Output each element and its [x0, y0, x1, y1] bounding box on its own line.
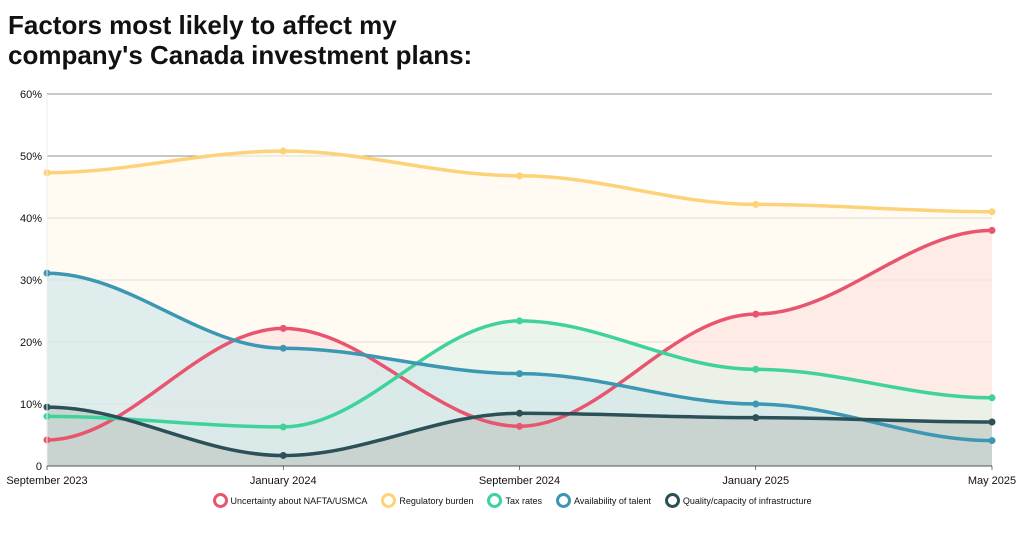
- x-tick-label: January 2024: [250, 475, 317, 487]
- axes: 0 10% 20% 30% 40% 50% 60% September 2023 January…: [6, 89, 1016, 487]
- legend-swatch: [487, 493, 503, 508]
- data-point: [279, 147, 287, 155]
- data-point: [516, 370, 523, 378]
- data-point: [752, 310, 760, 318]
- data-point: [988, 418, 996, 426]
- legend-label: Availability of talent: [574, 495, 651, 506]
- data-point: [279, 344, 287, 352]
- y-tick-label: 30%: [20, 275, 42, 287]
- y-tick-label: 50%: [20, 151, 42, 163]
- x-tick-label: May 2025: [968, 475, 1016, 487]
- legend-swatch: [381, 493, 397, 508]
- line-area-chart: 0 10% 20% 30% 40% 50% 60% September 2023 January…: [6, 89, 1016, 487]
- y-tick-label: 60%: [20, 89, 42, 101]
- legend-label: Regulatory burden: [399, 495, 474, 506]
- data-point: [988, 226, 996, 234]
- data-point: [988, 394, 996, 402]
- legend-item[interactable]: Tax rates: [487, 493, 542, 508]
- y-tick-label: 0: [36, 461, 42, 473]
- legend-item[interactable]: Regulatory burden: [381, 493, 473, 508]
- data-point: [516, 317, 523, 325]
- x-tick-label: January 2025: [722, 475, 789, 487]
- legend: Uncertainty about NAFTA/USMCA Regulatory …: [0, 493, 1024, 508]
- y-tick-label: 40%: [20, 213, 42, 225]
- legend-label: Quality/capacity of infrastructure: [682, 495, 812, 506]
- legend-label: Tax rates: [505, 495, 542, 506]
- data-point: [279, 423, 287, 431]
- x-tick-label: September 2023: [6, 475, 87, 487]
- data-point: [752, 400, 760, 408]
- legend-item[interactable]: Availability of talent: [556, 493, 651, 508]
- data-point: [988, 437, 996, 445]
- data-point: [752, 365, 760, 373]
- legend-swatch: [556, 493, 571, 508]
- data-point: [752, 200, 760, 208]
- data-point: [752, 414, 760, 422]
- chart-title: Factors most likely to affect my company…: [8, 10, 628, 70]
- chart-title-line-2: company's Canada investment plans:: [8, 40, 473, 70]
- x-tick-label: September 2024: [479, 475, 560, 487]
- y-tick-label: 20%: [20, 337, 42, 349]
- legend-swatch: [212, 493, 228, 508]
- legend-item[interactable]: Quality/capacity of infrastructure: [664, 493, 812, 508]
- data-point: [279, 451, 287, 459]
- data-point: [516, 172, 523, 180]
- legend-swatch: [664, 493, 680, 508]
- legend-item[interactable]: Uncertainty about NAFTA/USMCA: [212, 493, 368, 508]
- data-point: [516, 409, 523, 417]
- y-tick-label: 10%: [20, 399, 42, 411]
- data-point: [279, 324, 287, 332]
- data-point: [516, 422, 523, 430]
- area-4: [47, 407, 992, 466]
- chart-title-line-1: Factors most likely to affect my: [8, 10, 397, 40]
- legend-label: Uncertainty about NAFTA/USMCA: [230, 495, 368, 506]
- data-point: [988, 208, 996, 216]
